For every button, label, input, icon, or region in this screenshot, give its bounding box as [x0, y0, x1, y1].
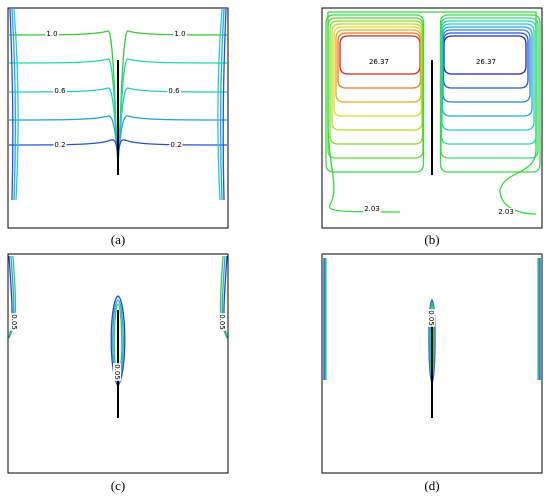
label-background — [218, 313, 226, 331]
label-background — [113, 363, 121, 381]
contour-label: 0.6 — [168, 87, 180, 95]
contour-label: 26.37 — [369, 58, 389, 66]
contour — [329, 20, 424, 145]
contour — [443, 35, 527, 75]
contour — [222, 8, 227, 201]
contour — [440, 17, 539, 159]
label-background — [53, 141, 67, 149]
panel-label: (d) — [424, 478, 439, 493]
label-background — [367, 58, 391, 66]
contour — [440, 20, 537, 145]
contour — [8, 255, 17, 339]
label-background — [173, 30, 187, 38]
contour-label: 2.03 — [364, 205, 380, 213]
contour — [441, 23, 535, 131]
panel-label: (b) — [424, 232, 439, 247]
label-background — [474, 58, 498, 66]
contour — [219, 8, 225, 201]
panel-frame — [7, 7, 229, 229]
panel-frame — [7, 253, 229, 474]
label-background — [427, 309, 435, 327]
contour — [442, 32, 529, 89]
contour-label: 1.0 — [46, 30, 57, 38]
contour — [11, 8, 17, 201]
panel-label: (a) — [111, 232, 125, 247]
contour — [337, 32, 422, 89]
contour — [327, 11, 537, 215]
panel-label: (c) — [111, 478, 125, 493]
contour — [339, 35, 421, 75]
panel-frame — [321, 253, 543, 474]
label-background — [169, 141, 183, 149]
label-background — [167, 87, 182, 95]
contour — [333, 26, 423, 117]
label-background — [363, 205, 381, 213]
label-background — [10, 313, 18, 331]
label-background — [45, 30, 59, 38]
contour-label: 0.2 — [170, 141, 181, 149]
contour — [325, 14, 425, 173]
contour — [442, 29, 531, 103]
contour-label: 0.05 — [427, 310, 435, 326]
contour — [335, 29, 422, 103]
contour-label: 0.05 — [10, 314, 18, 330]
contour — [331, 23, 423, 131]
contour — [217, 8, 223, 201]
contour — [441, 26, 533, 117]
contour-label: 0.6 — [54, 87, 66, 95]
contour-label: 2.03 — [498, 208, 514, 216]
panel-frame — [321, 7, 543, 229]
label-background — [497, 208, 515, 216]
contours — [8, 8, 541, 388]
contour — [219, 255, 228, 339]
contour — [439, 14, 541, 173]
contour-label: 0.2 — [54, 141, 65, 149]
contour-label: 0.05 — [113, 364, 121, 380]
contour-label: 1.0 — [174, 30, 185, 38]
contour — [9, 8, 14, 201]
label-background — [53, 87, 68, 95]
contour — [13, 8, 19, 201]
contour-label: 26.37 — [476, 58, 496, 66]
contour-label: 0.05 — [218, 314, 226, 330]
